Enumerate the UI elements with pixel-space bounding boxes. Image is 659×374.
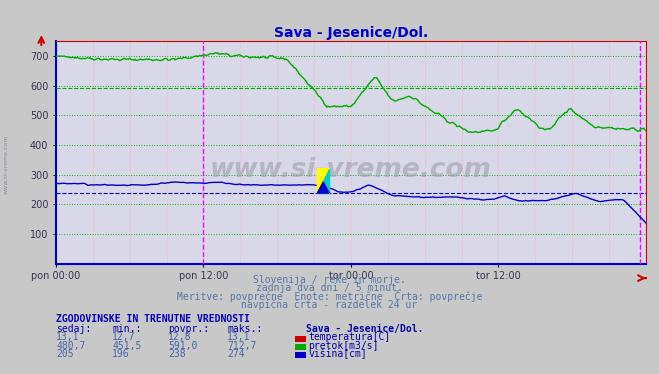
Text: navpična črta - razdelek 24 ur: navpična črta - razdelek 24 ur (241, 299, 418, 310)
Polygon shape (317, 169, 329, 193)
Text: pretok[m3/s]: pretok[m3/s] (308, 341, 379, 350)
Text: povpr.:: povpr.: (168, 324, 209, 334)
Text: 451,5: 451,5 (112, 341, 142, 350)
Text: 238: 238 (168, 349, 186, 359)
Title: Sava - Jesenice/Dol.: Sava - Jesenice/Dol. (273, 26, 428, 40)
Text: www.si-vreme.com: www.si-vreme.com (4, 135, 9, 194)
Polygon shape (317, 182, 329, 193)
Text: višina[cm]: višina[cm] (308, 349, 367, 359)
Text: 196: 196 (112, 349, 130, 359)
Text: Slovenija / reke in morje.: Slovenija / reke in morje. (253, 275, 406, 285)
Text: 13,1: 13,1 (56, 332, 80, 342)
Text: ZGODOVINSKE IN TRENUTNE VREDNOSTI: ZGODOVINSKE IN TRENUTNE VREDNOSTI (56, 315, 250, 324)
Text: 274: 274 (227, 349, 245, 359)
Text: Meritve: povprečne  Enote: metrične  Črta: povprečje: Meritve: povprečne Enote: metrične Črta:… (177, 289, 482, 301)
Text: zadnja dva dni / 5 minut.: zadnja dva dni / 5 minut. (256, 283, 403, 293)
Text: 12,8: 12,8 (168, 332, 192, 342)
Polygon shape (317, 169, 329, 193)
Text: sedaj:: sedaj: (56, 324, 91, 334)
Text: Sava - Jesenice/Dol.: Sava - Jesenice/Dol. (306, 324, 424, 334)
Text: maks.:: maks.: (227, 324, 262, 334)
Text: 12,7: 12,7 (112, 332, 136, 342)
Text: min.:: min.: (112, 324, 142, 334)
Text: 13,1: 13,1 (227, 332, 251, 342)
Text: 712,7: 712,7 (227, 341, 257, 350)
Text: temperatura[C]: temperatura[C] (308, 332, 391, 342)
Text: 205: 205 (56, 349, 74, 359)
Text: 591,0: 591,0 (168, 341, 198, 350)
Text: www.si-vreme.com: www.si-vreme.com (210, 157, 492, 183)
Text: 480,7: 480,7 (56, 341, 86, 350)
